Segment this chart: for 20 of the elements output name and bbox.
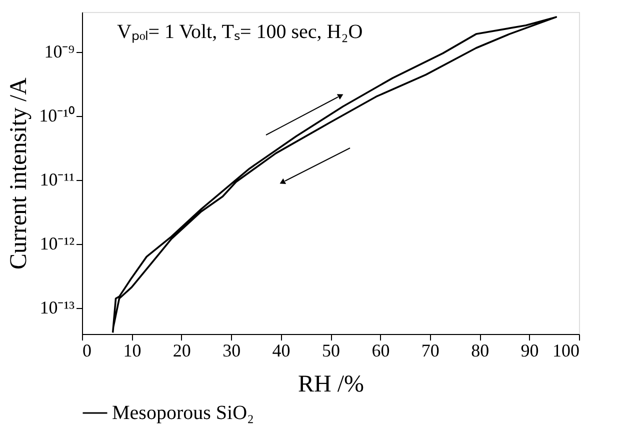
x-tick-label: 70 bbox=[421, 340, 440, 360]
y-tick-label: 10⁻¹³ bbox=[40, 297, 76, 318]
x-tick-label: 90 bbox=[520, 340, 539, 360]
y-axis-title: Current intensity /A bbox=[6, 76, 32, 270]
y-tick-label: 10⁻¹² bbox=[40, 233, 74, 254]
x-tick-label: 10 bbox=[123, 340, 142, 360]
x-tick-label: 50 bbox=[322, 340, 340, 360]
legend-label: Mesoporous SiO₂ bbox=[112, 402, 254, 424]
annotation: Vₚₒₗ= 1 Volt, Tₛ= 100 sec, H₂O bbox=[117, 21, 363, 43]
y-tick-label: 10⁻¹⁰ bbox=[39, 105, 74, 126]
x-tick-label: 20 bbox=[172, 340, 191, 360]
x-axis-title: RH /% bbox=[298, 372, 364, 398]
x-tick-label: 80 bbox=[471, 340, 490, 360]
x-tick-label: 40 bbox=[272, 340, 290, 360]
y-tick-label: 10⁻⁹ bbox=[44, 41, 74, 62]
x-tick-label: 100 bbox=[552, 340, 580, 360]
x-tick-label: 60 bbox=[372, 340, 390, 360]
x-tick-label: 30 bbox=[222, 340, 241, 360]
x-tick-label: 0 bbox=[82, 340, 92, 360]
y-tick-label: 10⁻¹¹ bbox=[40, 169, 74, 190]
